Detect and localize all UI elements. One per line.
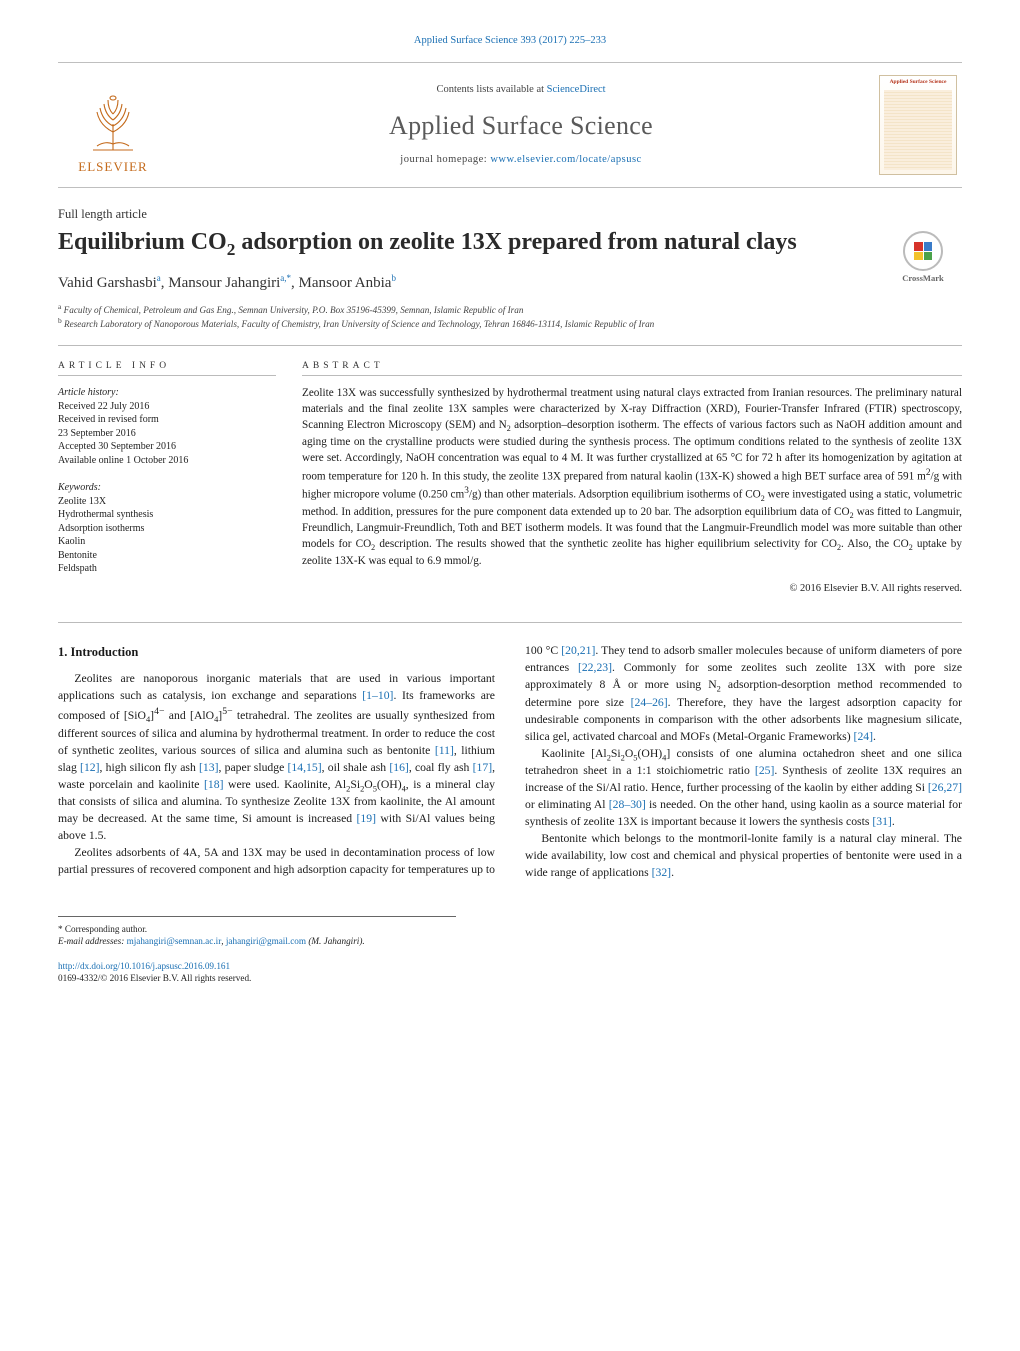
corresponding-emails-line: E-mail addresses: mjahangiri@semnan.ac.i… bbox=[58, 935, 456, 947]
introduction-body: 1. Introduction Zeolites are nanoporous … bbox=[58, 643, 962, 882]
article-title: Equilibrium CO2 adsorption on zeolite 13… bbox=[58, 227, 962, 260]
article-type-label: Full length article bbox=[58, 206, 962, 223]
emails-attribution: (M. Jahangiri). bbox=[308, 936, 364, 946]
cover-body-art bbox=[884, 90, 952, 170]
contents-available-line: Contents lists available at ScienceDirec… bbox=[436, 83, 605, 97]
affiliation-text: Research Laboratory of Nanoporous Materi… bbox=[64, 319, 654, 329]
intro-paragraph: Zeolites are nanoporous inorganic materi… bbox=[58, 671, 495, 845]
homepage-prefix: journal homepage: bbox=[400, 154, 490, 165]
affiliation-text: Faculty of Chemical, Petroleum and Gas E… bbox=[64, 305, 524, 315]
doi-link[interactable]: http://dx.doi.org/10.1016/j.apsusc.2016.… bbox=[58, 961, 230, 971]
history-line: Available online 1 October 2016 bbox=[58, 454, 276, 468]
keyword: Adsorption isotherms bbox=[58, 522, 276, 536]
keyword: Feldspath bbox=[58, 562, 276, 576]
crossmark-label: CrossMark bbox=[902, 273, 943, 284]
crossmark-icon bbox=[903, 231, 943, 271]
crossmark-badge[interactable]: CrossMark bbox=[884, 231, 962, 284]
doi-issn-block: http://dx.doi.org/10.1016/j.apsusc.2016.… bbox=[58, 960, 962, 985]
keywords-block: Keywords: Zeolite 13X Hydrothermal synth… bbox=[58, 481, 276, 576]
affiliation: a Faculty of Chemical, Petroleum and Gas… bbox=[58, 302, 962, 316]
issn-copyright-line: 0169-4332/© 2016 Elsevier B.V. All right… bbox=[58, 972, 962, 984]
publisher-wordmark: ELSEVIER bbox=[78, 158, 147, 176]
journal-citation-line: Applied Surface Science 393 (2017) 225–2… bbox=[58, 34, 962, 48]
masthead-center: Contents lists available at ScienceDirec… bbox=[168, 71, 874, 179]
journal-homepage-link[interactable]: www.elsevier.com/locate/apsusc bbox=[490, 154, 641, 165]
affiliations-block: a Faculty of Chemical, Petroleum and Gas… bbox=[58, 302, 962, 331]
keyword: Hydrothermal synthesis bbox=[58, 508, 276, 522]
article-history-block: Article history: Received 22 July 2016 R… bbox=[58, 386, 276, 467]
journal-cover-thumb: Applied Surface Science bbox=[874, 71, 962, 179]
history-line: Accepted 30 September 2016 bbox=[58, 440, 276, 454]
journal-masthead: ELSEVIER Contents lists available at Sci… bbox=[58, 62, 962, 188]
abstract-copyright: © 2016 Elsevier B.V. All rights reserved… bbox=[302, 582, 962, 596]
email-address[interactable]: mjahangiri@semnan.ac.ir bbox=[127, 936, 222, 946]
article-title-text: Equilibrium CO2 adsorption on zeolite 13… bbox=[58, 229, 797, 255]
history-line: Received 22 July 2016 bbox=[58, 400, 276, 414]
history-label: Article history: bbox=[58, 386, 276, 400]
journal-title: Applied Surface Science bbox=[389, 108, 653, 143]
abstract-column: ABSTRACT Zeolite 13X was successfully sy… bbox=[302, 360, 962, 596]
email-address[interactable]: jahangiri@gmail.com bbox=[226, 936, 306, 946]
cover-title: Applied Surface Science bbox=[890, 80, 947, 86]
intro-paragraph: Bentonite which belongs to the montmoril… bbox=[525, 831, 962, 882]
elsevier-tree-icon bbox=[81, 90, 145, 154]
keyword: Kaolin bbox=[58, 535, 276, 549]
keywords-label: Keywords: bbox=[58, 481, 276, 495]
corresponding-author-footnote: * Corresponding author. E-mail addresses… bbox=[58, 916, 456, 948]
introduction-heading: 1. Introduction bbox=[58, 643, 495, 661]
article-info-heading: ARTICLE INFO bbox=[58, 360, 276, 377]
sciencedirect-link[interactable]: ScienceDirect bbox=[547, 84, 606, 95]
abstract-text: Zeolite 13X was successfully synthesized… bbox=[302, 386, 962, 570]
abstract-heading: ABSTRACT bbox=[302, 360, 962, 377]
emails-label: E-mail addresses: bbox=[58, 936, 124, 946]
affiliation-sup: a bbox=[58, 302, 61, 311]
keyword: Zeolite 13X bbox=[58, 495, 276, 509]
info-abstract-row: ARTICLE INFO Article history: Received 2… bbox=[58, 345, 962, 596]
publisher-logo-block: ELSEVIER bbox=[58, 71, 168, 179]
intro-paragraph: Kaolinite [Al2Si2O5(OH)4] consists of on… bbox=[525, 746, 962, 831]
contents-prefix: Contents lists available at bbox=[436, 84, 546, 95]
section-divider bbox=[58, 622, 962, 623]
history-line: Received in revised form bbox=[58, 413, 276, 427]
authors-line: Vahid Garshasbia, Mansour Jahangiria,*, … bbox=[58, 272, 962, 293]
corresponding-label: * Corresponding author. bbox=[58, 923, 456, 935]
keyword: Bentonite bbox=[58, 549, 276, 563]
affiliation: b Research Laboratory of Nanoporous Mate… bbox=[58, 316, 962, 330]
history-line: 23 September 2016 bbox=[58, 427, 276, 441]
cover-thumbnail: Applied Surface Science bbox=[879, 75, 957, 175]
journal-homepage-line: journal homepage: www.elsevier.com/locat… bbox=[400, 153, 641, 167]
affiliation-sup: b bbox=[58, 316, 62, 325]
article-info-sidebar: ARTICLE INFO Article history: Received 2… bbox=[58, 360, 276, 596]
